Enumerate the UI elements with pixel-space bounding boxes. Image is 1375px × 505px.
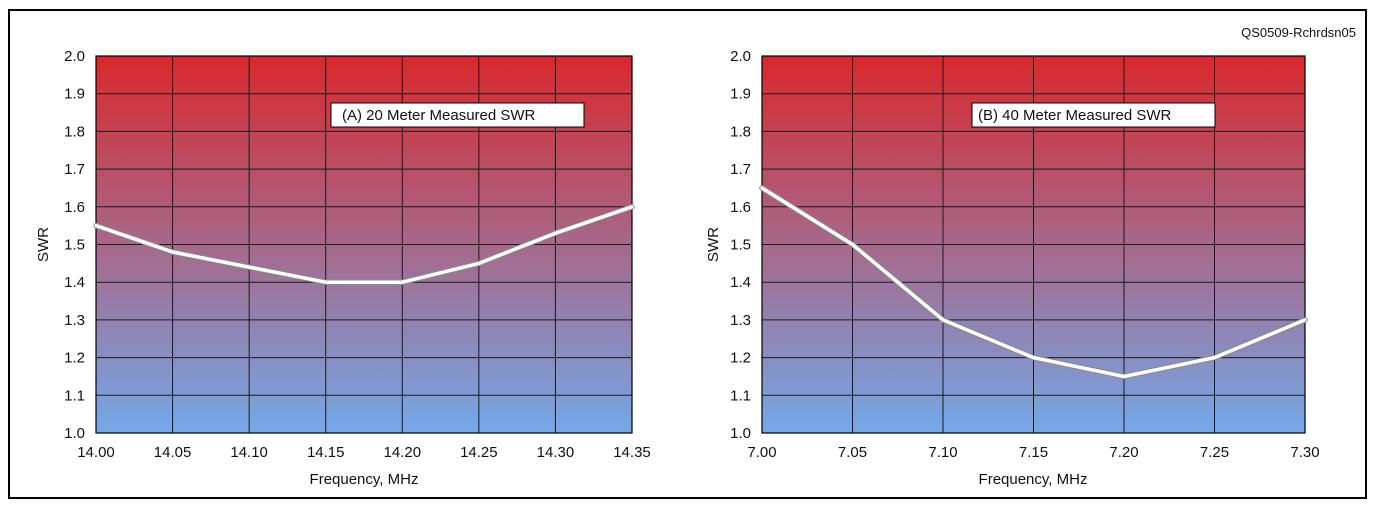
x-tick-label: 14.10 — [230, 444, 268, 461]
x-tick-label: 7.15 — [1019, 444, 1048, 461]
y-tick-label: 2.0 — [64, 48, 85, 65]
x-tick-label: 14.00 — [77, 444, 115, 461]
y-tick-label: 1.3 — [64, 312, 85, 329]
y-axis-label: SWR — [35, 227, 52, 262]
y-tick-label: 1.4 — [730, 274, 751, 291]
y-tick-label: 1.6 — [730, 199, 751, 216]
x-axis-label: Frequency, MHz — [979, 471, 1088, 488]
y-tick-label: 1.1 — [730, 387, 751, 404]
annotation-label: (A) 20 Meter Measured SWR — [342, 107, 536, 124]
x-tick-label: 7.25 — [1200, 444, 1229, 461]
y-tick-label: 1.9 — [64, 86, 85, 103]
x-tick-label: 14.05 — [154, 444, 192, 461]
y-tick-label: 1.6 — [64, 199, 85, 216]
y-tick-label: 2.0 — [730, 48, 751, 65]
x-tick-label: 7.05 — [838, 444, 867, 461]
x-axis-label: Frequency, MHz — [310, 471, 419, 488]
x-tick-label: 7.30 — [1290, 444, 1319, 461]
x-tick-label: 7.10 — [928, 444, 957, 461]
x-tick-label: 14.25 — [460, 444, 498, 461]
x-tick-label: 7.00 — [747, 444, 776, 461]
y-tick-label: 1.5 — [730, 237, 751, 254]
x-tick-label: 14.15 — [307, 444, 345, 461]
y-tick-label: 1.0 — [730, 425, 751, 442]
y-tick-label: 1.9 — [730, 86, 751, 103]
x-tick-label: 14.30 — [537, 444, 575, 461]
y-axis-label: SWR — [705, 227, 722, 262]
annotation-box — [971, 102, 1216, 128]
chart-panel-b: 1.0 1.1 1.2 1.3 1.4 1.5 1.6 1.7 1.8 1.9 2.0 7.00 7.0… — [705, 48, 1320, 488]
chart-panel-a: 1.0 1.1 1.2 1.3 1.4 1.5 1.6 1.7 1.8 1.9 2.0 14.00 14… — [35, 48, 651, 488]
y-tick-label: 1.0 — [64, 425, 85, 442]
y-tick-label: 1.2 — [64, 350, 85, 367]
y-tick-label: 1.8 — [64, 123, 85, 140]
plot-border — [95, 55, 633, 434]
y-tick-label: 1.1 — [64, 387, 85, 404]
y-tick-label: 1.7 — [730, 161, 751, 178]
x-tick-label: 7.20 — [1109, 444, 1138, 461]
x-tick-label: 14.20 — [384, 444, 422, 461]
figure-frame — [8, 9, 1367, 499]
y-tick-label: 1.8 — [730, 123, 751, 140]
y-tick-label: 1.2 — [730, 350, 751, 367]
y-tick-label: 1.3 — [730, 312, 751, 329]
plot-border — [761, 55, 1306, 434]
figure-id-caption: QS0509-Rchrdsn05 — [1241, 25, 1356, 40]
y-tick-label: 1.5 — [64, 237, 85, 254]
x-tick-label: 14.35 — [613, 444, 651, 461]
annotation-box — [330, 102, 585, 128]
y-tick-label: 1.7 — [64, 161, 85, 178]
y-tick-label: 1.4 — [64, 274, 85, 291]
annotation-label: (B) 40 Meter Measured SWR — [978, 107, 1172, 124]
series-line — [94, 205, 634, 284]
